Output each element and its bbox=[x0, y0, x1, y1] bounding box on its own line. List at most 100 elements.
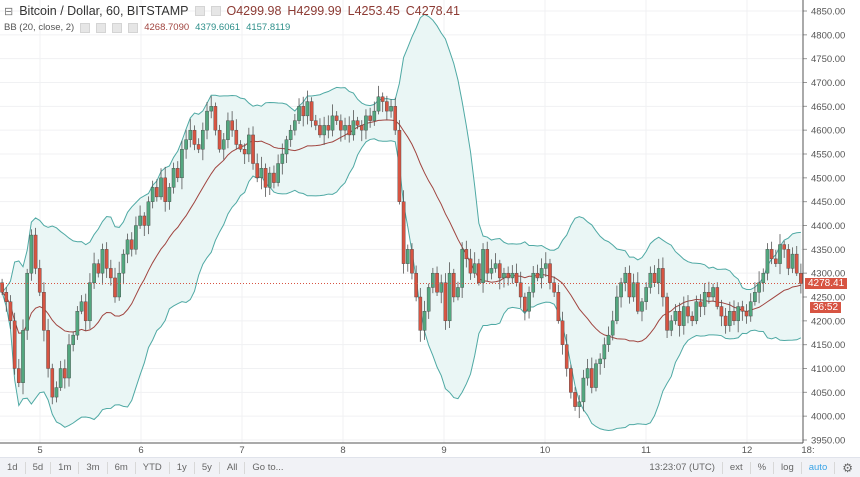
symbol-title[interactable]: Bitcoin / Dollar, 60, BITSTAMP bbox=[19, 4, 189, 18]
candle-body bbox=[46, 330, 50, 369]
candle-body bbox=[414, 272, 418, 298]
candle-body bbox=[552, 282, 556, 293]
candle-body bbox=[75, 311, 80, 336]
log-toggle[interactable]: log bbox=[774, 461, 802, 474]
candle-body bbox=[293, 120, 297, 131]
indicator-label[interactable]: BB (20, close, 2) bbox=[4, 22, 75, 33]
candle-body bbox=[631, 282, 636, 298]
candle-body bbox=[497, 263, 502, 279]
price-tick-label: 4750.00 bbox=[811, 54, 845, 65]
candle-body bbox=[201, 129, 205, 150]
candle-body bbox=[104, 249, 109, 269]
candle-body bbox=[351, 120, 356, 136]
candle-body bbox=[673, 311, 678, 322]
last-price-tag: 4278.41 bbox=[805, 278, 848, 289]
candle-body bbox=[121, 253, 126, 274]
range-6m[interactable]: 6m bbox=[108, 461, 136, 474]
plus-icon[interactable] bbox=[112, 22, 123, 33]
candle-body bbox=[113, 277, 117, 298]
range-1m[interactable]: 1m bbox=[51, 461, 80, 474]
candle-body bbox=[451, 272, 456, 298]
price-chart[interactable]: 4850.00 4800.00 4750.00 4700.00 4650.00 4600.… bbox=[0, 0, 860, 457]
candle-body bbox=[589, 368, 594, 388]
candle-body bbox=[138, 215, 142, 226]
candle-body bbox=[83, 301, 88, 322]
range-1d[interactable]: 1d bbox=[0, 461, 26, 474]
candle-body bbox=[535, 272, 540, 279]
candle-body bbox=[531, 272, 536, 293]
eye-icon[interactable] bbox=[194, 6, 205, 16]
candle-body bbox=[134, 225, 138, 250]
price-tick-label: 4700.00 bbox=[811, 78, 845, 89]
candle-body bbox=[460, 249, 464, 288]
price-tick-label: 4150.00 bbox=[811, 340, 845, 351]
candle-body bbox=[109, 268, 113, 279]
candle-body bbox=[205, 110, 209, 131]
range-3m[interactable]: 3m bbox=[79, 461, 108, 474]
clock[interactable]: 13:23:07 (UTC) bbox=[642, 461, 723, 474]
price-tick-label: 4200.00 bbox=[811, 316, 845, 327]
candle-body bbox=[226, 120, 230, 140]
candle-body bbox=[581, 377, 586, 403]
price-tick-label: 4300.00 bbox=[811, 269, 845, 280]
price-tick-label: 4050.00 bbox=[811, 388, 845, 399]
candle-body bbox=[175, 168, 180, 179]
auto-toggle[interactable]: auto bbox=[802, 461, 836, 474]
candle-body bbox=[527, 292, 531, 312]
candle-body bbox=[313, 120, 318, 126]
candle-body bbox=[100, 249, 105, 274]
range-ytd[interactable]: YTD bbox=[136, 461, 170, 474]
candle-body bbox=[640, 301, 644, 312]
candle-body bbox=[129, 239, 134, 250]
candle-body bbox=[723, 315, 728, 326]
time-tick-label: 8 bbox=[340, 445, 345, 456]
gear-icon[interactable] bbox=[96, 22, 107, 33]
candle-body bbox=[284, 139, 289, 155]
indicator-legend: BB (20, close, 2) 4268.7090 4379.6061 41… bbox=[4, 22, 290, 33]
candle-body bbox=[25, 272, 29, 331]
goto-button[interactable]: Go to... bbox=[252, 461, 284, 473]
percent-toggle[interactable]: % bbox=[751, 461, 775, 474]
candle-body bbox=[510, 272, 515, 279]
candle-body bbox=[267, 172, 272, 188]
range-all[interactable]: All bbox=[220, 461, 246, 474]
close-icon[interactable] bbox=[128, 22, 139, 33]
candle-body bbox=[259, 168, 264, 179]
price-tick-label: 4500.00 bbox=[811, 173, 845, 184]
candle-body bbox=[305, 101, 310, 117]
gear-icon[interactable] bbox=[210, 6, 221, 16]
countdown-tag: 36:52 bbox=[810, 302, 842, 313]
time-tick-label: 7 bbox=[239, 445, 244, 456]
candle-body bbox=[656, 268, 661, 283]
gear-icon[interactable]: ⚙ bbox=[842, 460, 853, 475]
candle-body bbox=[180, 149, 184, 179]
candle-body bbox=[42, 292, 46, 331]
candle-body bbox=[247, 134, 251, 155]
collapse-icon[interactable]: ⊟ bbox=[4, 5, 14, 18]
candle-body bbox=[355, 120, 360, 126]
range-1y[interactable]: 1y bbox=[170, 461, 195, 474]
time-tick-label: 18: bbox=[801, 445, 814, 456]
candle-body bbox=[364, 115, 368, 131]
candle-body bbox=[786, 249, 791, 269]
candle-body bbox=[560, 320, 565, 345]
candle-body bbox=[489, 268, 494, 274]
range-5d[interactable]: 5d bbox=[26, 461, 52, 474]
candle-body bbox=[217, 129, 222, 150]
candle-body bbox=[184, 139, 188, 150]
candle-body bbox=[213, 106, 218, 131]
candle-body bbox=[150, 187, 155, 202]
candle-body bbox=[276, 163, 280, 183]
range-5y[interactable]: 5y bbox=[195, 461, 220, 474]
candle-body bbox=[665, 296, 669, 331]
candle-body bbox=[707, 292, 711, 298]
eye-icon[interactable] bbox=[80, 22, 91, 33]
candle-body bbox=[539, 268, 544, 279]
candle-body bbox=[401, 201, 406, 264]
candle-body bbox=[280, 153, 285, 164]
candle-body bbox=[477, 263, 481, 283]
candle-body bbox=[301, 106, 306, 117]
ext-toggle[interactable]: ext bbox=[723, 461, 751, 474]
candle-body bbox=[326, 125, 331, 131]
candle-body bbox=[29, 234, 34, 274]
